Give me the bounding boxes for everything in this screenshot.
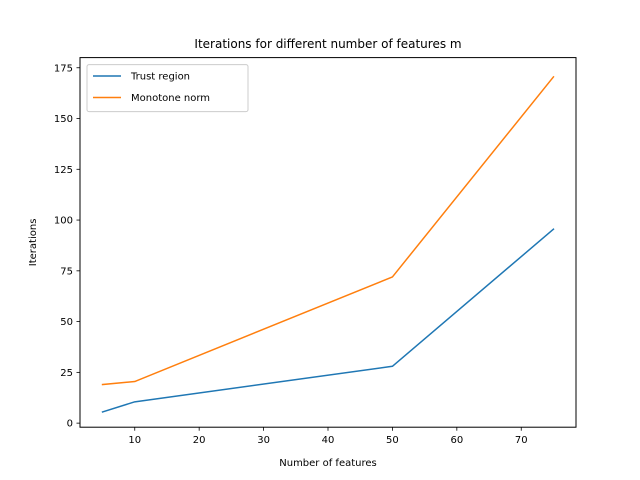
chart-title: Iterations for different number of featu… <box>194 37 461 51</box>
y-axis: 0 25 50 75 100 125 150 175 <box>54 63 80 430</box>
y-axis-label: Iterations <box>28 219 39 267</box>
y-tick-label: 150 <box>54 114 73 125</box>
x-tick-label: 30 <box>257 435 270 446</box>
legend-label: Trust region <box>130 72 190 83</box>
legend-box <box>86 64 249 113</box>
x-axis-label: Number of features <box>279 458 376 469</box>
y-tick-label: 0 <box>67 419 73 430</box>
x-tick-label: 20 <box>193 435 206 446</box>
legend: Trust region Monotone norm <box>86 64 249 113</box>
x-tick-label: 10 <box>128 435 141 446</box>
x-axis: 10 20 30 40 50 60 70 <box>128 427 528 446</box>
y-tick-label: 75 <box>60 266 73 277</box>
series-line-monotone-norm <box>101 75 555 386</box>
legend-label: Monotone norm <box>131 93 210 104</box>
x-tick-label: 60 <box>450 435 463 446</box>
x-tick-label: 70 <box>515 435 528 446</box>
x-tick-label: 50 <box>386 435 399 446</box>
series-layer <box>101 75 555 413</box>
y-tick-label: 175 <box>54 63 73 74</box>
plot-area <box>79 57 577 428</box>
y-tick-label: 100 <box>54 216 73 227</box>
y-tick-label: 50 <box>60 317 73 328</box>
axes-frame <box>79 57 577 428</box>
x-tick-label: 40 <box>322 435 335 446</box>
y-tick-label: 125 <box>54 165 73 176</box>
series-line-trust-region <box>101 228 555 413</box>
y-tick-label: 25 <box>60 368 73 379</box>
